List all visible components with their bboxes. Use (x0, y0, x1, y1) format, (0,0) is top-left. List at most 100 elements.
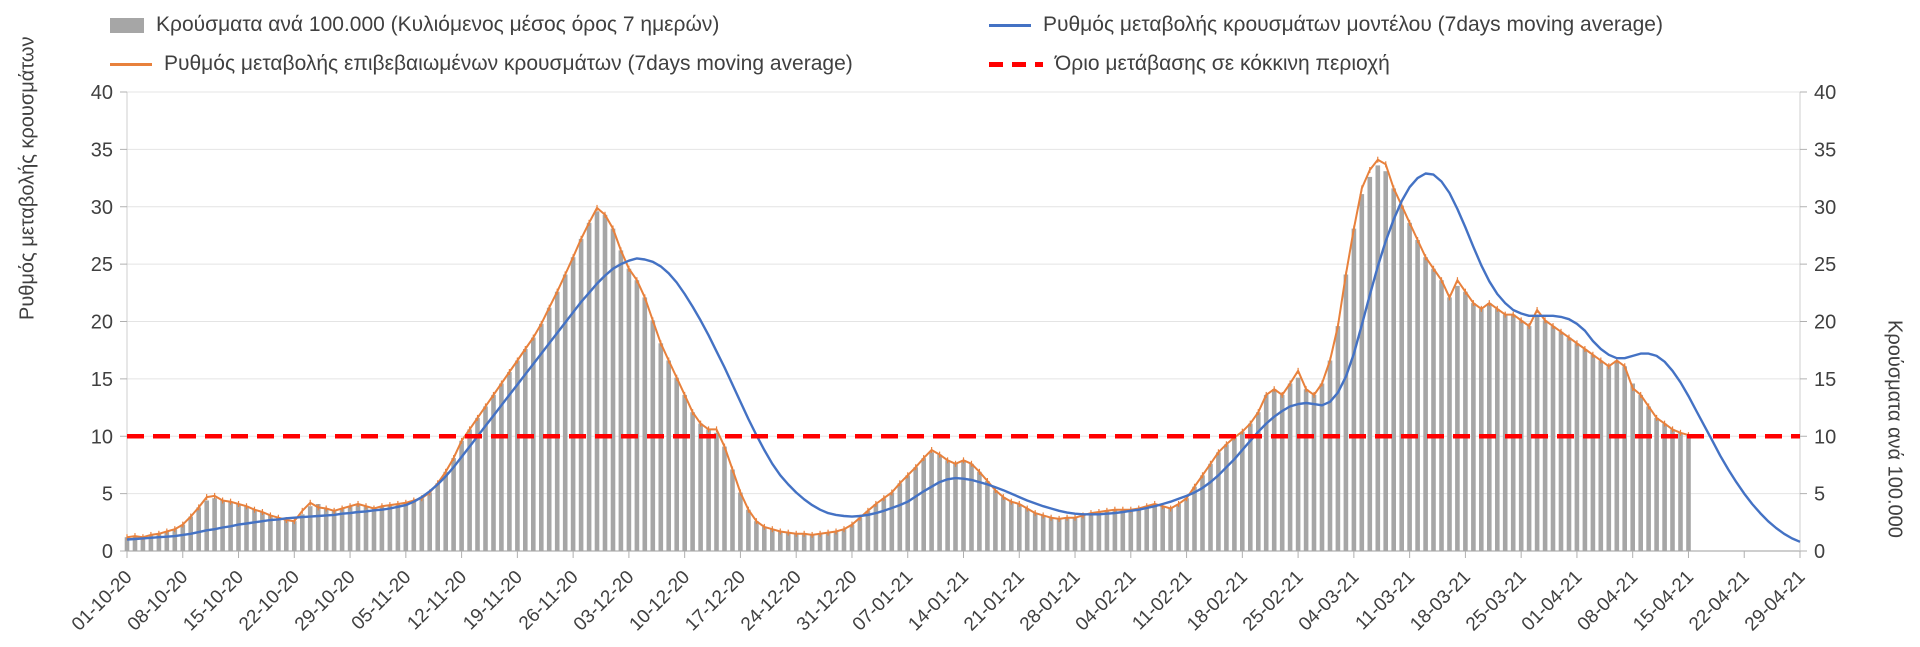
bar (1248, 423, 1253, 551)
bar (1399, 205, 1404, 551)
bar (1327, 360, 1333, 551)
bar (1232, 437, 1237, 551)
bar (411, 500, 417, 551)
bar (1176, 504, 1181, 551)
bar (1263, 394, 1269, 551)
x-tick-label: 08-10-20 (124, 567, 193, 636)
bar (260, 512, 265, 551)
legend-item-cases-per-100k: Κρούσματα ανά 100.000 (Κυλιόμενος μέσος … (110, 13, 719, 37)
bar (1136, 508, 1142, 551)
bar (164, 531, 170, 551)
x-tick-label: 25-03-21 (1462, 567, 1531, 636)
bar (801, 533, 807, 551)
bar (523, 349, 528, 551)
bar (1295, 377, 1301, 551)
bar (1471, 303, 1476, 551)
bar (1001, 497, 1006, 551)
bar (395, 504, 401, 551)
bar (722, 446, 727, 551)
bar (1240, 431, 1245, 551)
bar (515, 360, 520, 551)
bar (1311, 394, 1317, 551)
bar (1423, 257, 1428, 551)
bar (849, 524, 855, 551)
bar (1009, 501, 1014, 551)
bar (379, 506, 385, 551)
x-tick-label: 22-10-20 (235, 567, 304, 636)
bar (124, 537, 130, 551)
y-tick-label-left: 15 (91, 369, 113, 391)
bar (594, 211, 600, 552)
bar (1678, 432, 1683, 551)
bar (276, 517, 281, 551)
legend-label-red-threshold: Όριο μετάβασης σε κόκκινη περιοχή (1055, 52, 1390, 75)
bar (172, 529, 178, 551)
bar (419, 498, 425, 551)
bar (427, 492, 432, 551)
bar (1447, 297, 1452, 551)
bar (467, 429, 472, 551)
y-tick-label-right: 10 (1814, 426, 1836, 448)
x-tick-label: 17-12-20 (681, 567, 750, 636)
x-tick-label: 01-10-20 (68, 567, 137, 636)
bar (785, 532, 791, 551)
y-tick-label-left: 25 (91, 254, 113, 276)
bar (913, 467, 918, 551)
x-tick-label: 19-11-20 (459, 567, 527, 635)
bar (1510, 314, 1516, 551)
bar (475, 417, 480, 551)
bar (578, 238, 584, 551)
bar (268, 515, 273, 551)
bar (1088, 513, 1094, 551)
bar (292, 521, 297, 551)
bar (562, 274, 568, 551)
bar-swatch (110, 17, 144, 33)
bar (642, 297, 648, 551)
bar (459, 440, 464, 551)
bar (1367, 176, 1373, 551)
bar (754, 521, 759, 551)
bar (1192, 486, 1197, 551)
threshold-dash-swatch (989, 61, 1043, 67)
bar (961, 460, 966, 551)
x-tick-label: 14-01-21 (904, 567, 973, 636)
bar (371, 508, 377, 551)
y-tick-label-left: 0 (102, 541, 113, 563)
bar (762, 526, 767, 551)
bar (403, 502, 409, 551)
bar (1120, 509, 1126, 551)
bar (817, 533, 823, 551)
y-tick-label-left: 30 (91, 197, 113, 219)
bar (1104, 510, 1110, 551)
bar (1208, 463, 1213, 551)
bar (148, 534, 154, 551)
x-tick-label: 29-04-21 (1741, 567, 1810, 636)
y-tick-label-left: 5 (102, 484, 113, 506)
y-tick-label-right: 20 (1814, 312, 1836, 334)
x-tick-label: 18-02-21 (1183, 567, 1252, 636)
y-tick-label-right: 25 (1814, 254, 1836, 276)
bar (674, 377, 679, 551)
bar (140, 537, 146, 551)
bar (1558, 331, 1564, 551)
bar (212, 498, 217, 551)
bar (244, 506, 249, 551)
bar (491, 394, 496, 551)
y-tick-label-left: 35 (91, 139, 113, 161)
bar (618, 250, 624, 551)
model-line-swatch (989, 23, 1031, 27)
x-tick-label: 04-03-21 (1295, 567, 1364, 636)
bar (682, 394, 687, 551)
bar (539, 323, 544, 551)
bar (626, 268, 632, 551)
bar (698, 423, 703, 551)
bar (977, 471, 982, 551)
x-tick-label: 21-01-21 (960, 567, 1029, 636)
bar (1566, 337, 1572, 551)
bar (1335, 326, 1341, 551)
bar (889, 492, 895, 551)
bar (1017, 504, 1022, 551)
model-line (126, 172, 1801, 543)
bar (953, 463, 958, 551)
x-tick-label: 10-12-20 (626, 567, 695, 636)
